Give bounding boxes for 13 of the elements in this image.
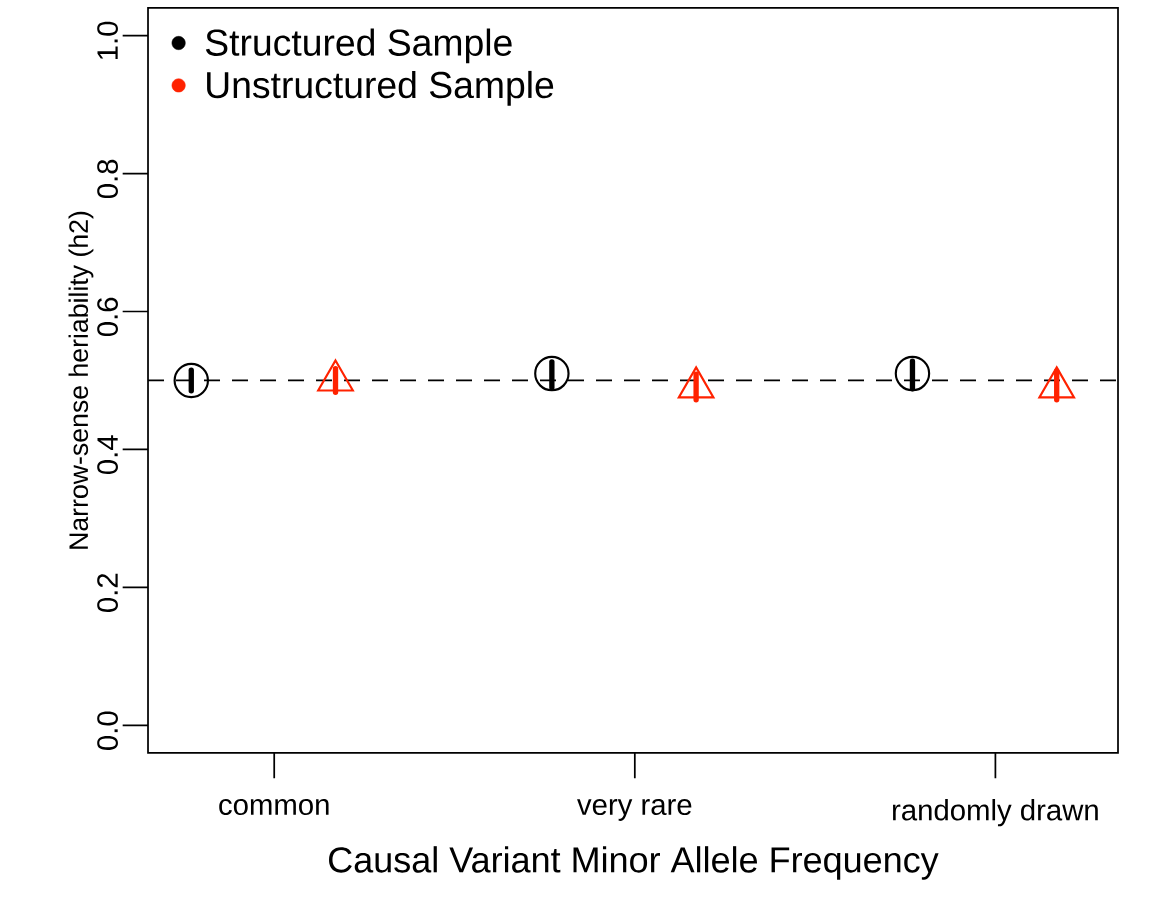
y-tick-label: 0.0 [97, 711, 118, 750]
legend-label: Unstructured Sample [207, 70, 554, 106]
x-tick-label: randomly drawn [893, 799, 1098, 827]
y-tick-label: 0.2 [97, 573, 118, 612]
y-axis-title: Narrow-sense heriability (h2) [68, 211, 94, 549]
x-tick-label: common [219, 799, 329, 816]
y-tick-label: 0.8 [97, 159, 118, 199]
legend-label: Structured Sample [205, 28, 512, 64]
x-axis-title: Causal Variant Minor Allele Frequency [329, 846, 939, 880]
y-tick-label: 1.0 [97, 21, 118, 60]
y-tick-label: 0.4 [97, 435, 118, 475]
y-tick-label: 0.6 [97, 297, 118, 337]
x-tick-label: very rare [577, 799, 692, 821]
